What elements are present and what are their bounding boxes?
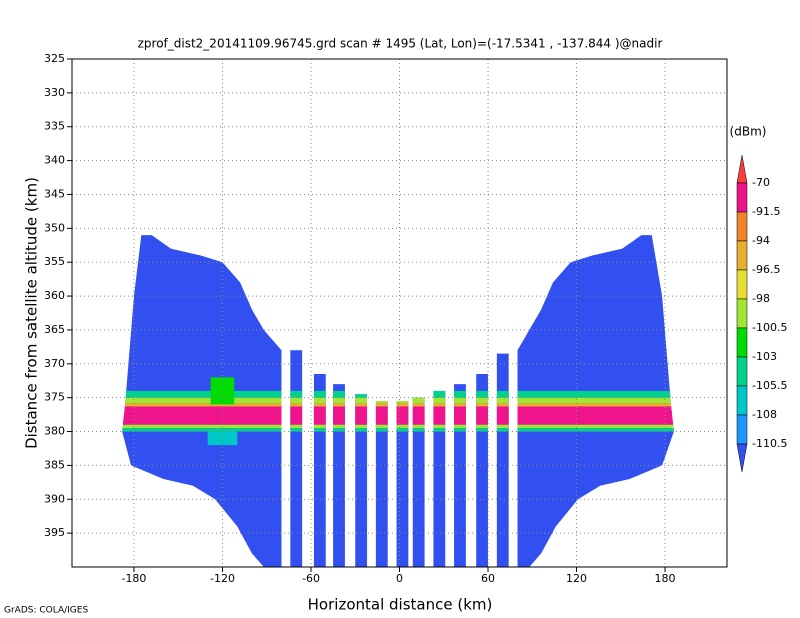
footer: GrADS: COLA/IGES [4,606,88,616]
y-tick-label: 390 [44,492,65,505]
x-tick-label: 0 [396,572,403,585]
y-tick-label: 355 [44,255,65,268]
y-tick-label: 365 [44,323,65,336]
colorbar-label: -96.5 [752,263,780,276]
y-tick-label: 370 [44,357,65,370]
patch [210,377,235,405]
plot-frame [71,58,728,568]
colorbar-label: -100.5 [752,321,787,334]
colorbar-label: -98 [752,292,770,305]
patch [122,403,674,407]
colorbar-swatch [736,211,748,242]
swath [412,397,425,567]
colorbar-swatch [736,182,748,213]
x-tick-label: -120 [210,572,235,585]
x-tick-label: -60 [302,572,320,585]
y-tick-label: 335 [44,120,65,133]
chart-title: zprof_dist2_20141109.96745.grd scan # 14… [138,37,663,51]
swath [375,401,388,567]
patch [122,424,674,429]
y-tick-label: 360 [44,289,65,302]
colorbar-label: -94 [752,234,770,247]
colorbar-swatch [736,298,748,329]
swath [496,353,509,567]
patch [207,431,238,446]
colorbar-swatch [736,269,748,300]
colorbar-label: (dBm) [730,125,767,139]
y-tick-label: 325 [44,52,65,65]
colorbar-swatch [736,240,748,271]
colorbar-arrow-top [736,154,748,184]
x-axis-label: Horizontal distance (km) [308,596,493,614]
colorbar-label: -108 [752,408,777,421]
x-tick-label: 60 [481,572,495,585]
axes: -180 -120 -60 0 60 120 180 325 330 335 340 345 350 35… [44,52,728,585]
swath [290,350,303,567]
y-tick-label: 375 [44,391,65,404]
patch [122,428,674,432]
x-tick-label: -180 [121,572,146,585]
colorbar-swatch [736,356,748,387]
y-tick-label: 330 [44,86,65,99]
colorbar-label: -103 [752,350,777,363]
y-tick-label: 340 [44,154,65,167]
swath [355,394,368,567]
colorbar-label: -70 [752,176,770,189]
colorbar-swatch [736,327,748,358]
y-tick-label: 350 [44,221,65,234]
colorbar-label: -110.5 [752,437,787,450]
x-tick-label: 180 [655,572,676,585]
patch [122,406,674,425]
colorbar-arrow-bottom [736,443,748,473]
colorbar-swatch [736,385,748,416]
swath [396,401,409,567]
colorbar: -70 -91.5 -94 -96.5 -98 -100.5 -103 -105.5 -108 -… [736,154,787,473]
y-axis-label: Distance from satellite altitude (km) [23,177,41,449]
y-tick-label: 345 [44,187,65,200]
x-tick-label: 120 [566,572,587,585]
colorbar-label: -105.5 [752,379,787,392]
colorbar-swatch [736,414,748,445]
swath [433,390,446,567]
y-tick-label: 395 [44,526,65,539]
colorbar-label: -91.5 [752,205,780,218]
y-tick-label: 380 [44,425,65,438]
y-tick-label: 385 [44,458,65,471]
